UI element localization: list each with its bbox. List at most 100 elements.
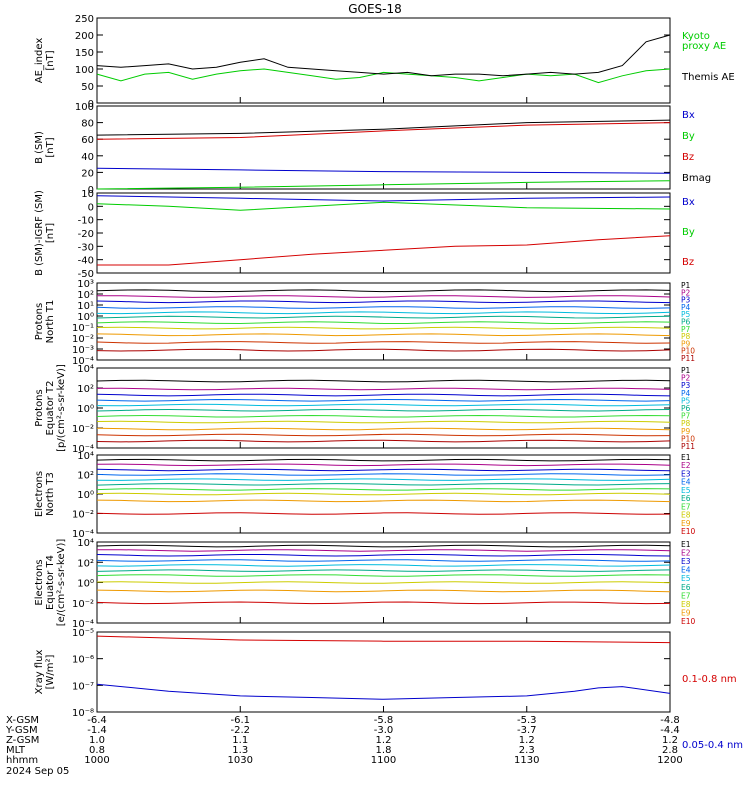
chart-title: GOES-18 [348,2,402,16]
series-line [96,387,671,391]
legend-entry: P10 [681,434,695,443]
series-line [96,68,671,84]
x-axis-row-label: Y-GSM [5,725,38,736]
y-tick-label: 10⁻³ [72,345,94,356]
series-line [96,167,671,174]
y-axis-label-line: North T3 [45,472,56,516]
x-axis-value: -5.8 [374,715,394,726]
y-axis-label-line: B (SM)-IGRF (SM) [34,190,45,276]
legend-entry: Bx [682,110,695,121]
series-line [96,478,671,481]
legend-entry: E8 [681,600,691,609]
legend-entry: E7 [681,591,691,600]
y-axis-label: Xray flux [W/m²] [34,650,56,695]
series-line [96,601,671,605]
legend-entry: P9 [681,427,691,436]
legend-entry: 0.1-0.8 nm [682,674,737,685]
legend-entry: Themis AE [681,72,735,83]
legend-entry: P7 [681,325,691,334]
x-axis-value: 1.3 [232,745,248,756]
legend-entry: E9 [681,608,691,617]
series-line [96,195,671,202]
y-axis-label-line: North T1 [45,300,56,344]
legend-entry: P6 [681,318,691,327]
series-line [96,420,671,424]
y-tick-label: 10⁻⁴ [72,529,94,540]
series-line [96,398,671,402]
series-line [96,635,671,644]
legend-entry: P1 [681,366,691,375]
series-line [96,554,671,557]
panel-frame [96,105,671,190]
legend-entry: P9 [681,339,691,348]
date-label: 2024 Sep 05 [6,766,69,777]
x-axis-value: -4.4 [660,725,680,736]
series-line [96,463,671,467]
x-axis-row-label: hhmm [6,755,38,766]
series-line [96,683,671,700]
x-axis-value: 1130 [514,755,539,766]
series-line [96,492,671,496]
panel-frame [96,282,671,361]
series-line [96,295,671,298]
series-line [97,235,671,266]
y-tick-label: 10⁻² [72,334,94,345]
legend-entry: Bz [682,152,694,163]
x-axis-value: 1.2 [519,735,535,746]
legend-entry: E10 [681,617,696,626]
series-line [96,289,671,293]
y-tick-label: 0 [88,99,94,110]
y-tick-label: 10⁻¹ [72,323,94,334]
panel-6: 10⁴ 10² 10⁰ 10⁻² 10⁻⁴ Electrons North T3 E1E2E3… [34,451,696,540]
legend-entry: E1 [681,540,691,549]
x-axis-value: -6.1 [230,715,250,726]
legend-entry: Bx [682,197,695,208]
y-axis-label-line: Protons [34,303,45,340]
panel-7: 10⁴ 10² 10⁰ 10⁻² 10⁻⁴ Electrons Equator T4 [e/(… [34,538,696,630]
y-axis-label: Electrons Equator T4 [e/(cm²-s-sr-keV)] [34,539,67,627]
y-axis-label: B (SM) [nT] [34,131,56,164]
y-tick-label: -30 [78,242,94,253]
x-axis-value: -6.4 [87,715,107,726]
y-axis-label-line: [nT] [45,223,56,243]
legend-entry: E8 [681,511,691,520]
y-tick-label: -40 [78,256,94,267]
legend-entry: proxy AE [682,41,726,52]
x-axis-row-label: X-GSM [6,715,39,726]
legend-entry: P2 [681,288,691,297]
y-tick-label: 10² [77,558,94,569]
y-axis-label-line: Equator T2 [45,381,56,436]
y-axis-label-line: Electrons [34,559,45,605]
y-axis-label-line: Protons [34,389,45,426]
y-tick-label: 0 [88,202,94,213]
x-axis-row-label: Z-GSM [6,735,39,746]
series-line [96,414,671,418]
series-line [96,119,671,136]
y-tick-label: 10 [81,189,94,200]
legend-entry: E3 [681,557,691,566]
y-axis-label-line: [p/(cm²-s-sr-keV)] [56,364,67,452]
y-tick-label: 10² [77,471,94,482]
panel-5: 10⁴ 10² 10⁰ 10⁻² 10⁻⁴ Protons Equator T2 [p/(cm… [34,364,695,455]
series-line [96,306,671,309]
series-line [96,581,671,584]
x-axis-row-label: MLT [6,745,26,756]
y-axis-label: AE_index [nT] [34,38,56,84]
y-tick-label: 10¹ [77,301,94,312]
legend-entry: E6 [681,583,691,592]
legend-entry: P7 [681,412,691,421]
series-line [96,34,671,77]
y-tick-label: 20 [81,168,94,179]
y-tick-label: 10⁴ [77,364,94,375]
x-axis-value: 1200 [657,755,682,766]
x-axis-value: -3.7 [517,725,537,736]
x-axis-value: -2.2 [230,725,250,736]
series-line [96,483,671,486]
series-line [96,201,671,211]
y-tick-label: 80 [81,119,94,130]
y-tick-label: -20 [78,229,94,240]
legend-entry: P2 [681,374,691,383]
panel-frame [96,367,671,449]
series-line [96,458,671,462]
